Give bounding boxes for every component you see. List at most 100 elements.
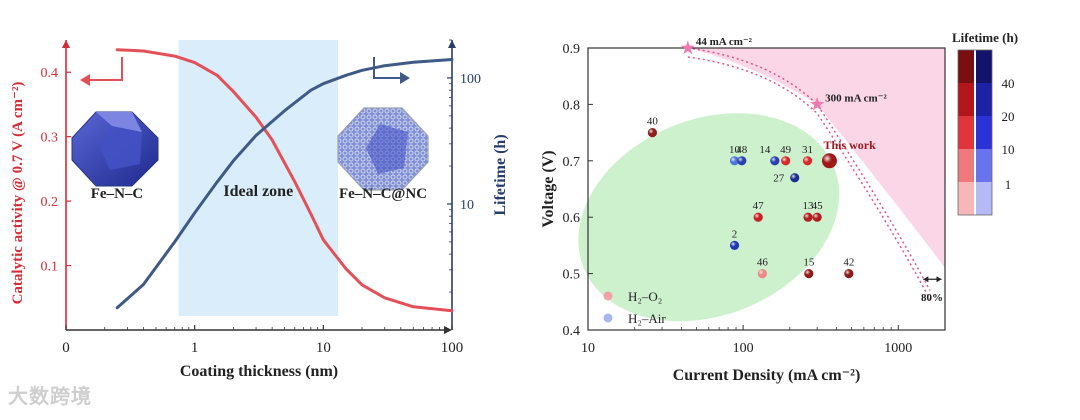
- colorbar-red-segment: [958, 116, 974, 149]
- colorbar-red-segment: [958, 83, 974, 116]
- left-axis-indicator-arrowhead: [80, 74, 90, 86]
- colorbar-blue-segment: [976, 149, 992, 182]
- left-y-tick-label: 0.3: [41, 131, 59, 146]
- x-axis-arrow: [444, 326, 452, 334]
- data-point-highlight: [737, 156, 747, 166]
- colorbar-blue-segment: [976, 182, 992, 215]
- plot-frame: [587, 47, 946, 331]
- left-y-tick-label: 0.2: [41, 195, 59, 210]
- colorbar-tick-label: 1: [1005, 177, 1012, 192]
- y-axis-title: Voltage (V): [540, 150, 557, 227]
- right-axis-indicator-arrow: [373, 57, 402, 79]
- data-point-label: 31: [802, 144, 813, 156]
- retention-arrowheads: [923, 276, 942, 283]
- x-tick-label: 1: [191, 340, 199, 356]
- y-tick-label: 0.8: [563, 98, 581, 113]
- colorbar-frame: [957, 49, 993, 216]
- data-point-label: 47: [753, 200, 765, 212]
- y-tick-label: 0.5: [563, 268, 581, 283]
- left-y-tick-label: 0.4: [41, 66, 59, 81]
- colorbar-blue-segment: [976, 83, 992, 116]
- benchmark-star-label: 44 mA cm⁻²: [696, 36, 753, 48]
- data-point-highlight: [790, 173, 800, 183]
- colorbar-tick-label: 20: [1002, 109, 1015, 124]
- colorbar-tick-label: 10: [1002, 142, 1015, 157]
- x-tick-label: 100: [733, 341, 754, 356]
- data-point-label: 49: [780, 144, 792, 156]
- x-tick-label: 10: [581, 341, 595, 356]
- colorbar-tick-label: 40: [1002, 76, 1015, 91]
- ideal-zone-label: Ideal zone: [223, 183, 293, 200]
- data-point-highlight: [844, 269, 854, 279]
- legend-marker: [603, 313, 613, 323]
- data-point-label: 46: [757, 257, 769, 269]
- left-y-axis-arrow: [62, 40, 70, 48]
- data-point-highlight: [729, 240, 740, 250]
- ideal-zone-band: [178, 40, 338, 316]
- legend-label: H₂–O₂: [628, 289, 662, 304]
- literature-region-ellipse: [578, 113, 840, 322]
- right-y-tick-label: 10: [460, 198, 474, 213]
- x-tick-label: 1000: [884, 341, 912, 356]
- coated-particle-core: [366, 124, 408, 174]
- legend-marker: [603, 291, 613, 301]
- right-axis-indicator-arrowhead: [400, 72, 410, 84]
- colorbar-blue-segment: [976, 116, 992, 149]
- data-point-highlight: [757, 269, 767, 279]
- x-tick-label: 100: [441, 340, 464, 356]
- left-y-axis-title: Catalytic activity @ 0.7 V (A cm⁻²): [10, 82, 26, 305]
- data-point-label: 2: [732, 228, 738, 240]
- catalytic-activity-line: [115, 48, 454, 313]
- data-point-label: 40: [647, 116, 659, 128]
- watermark: 大数跨境: [8, 384, 92, 408]
- x-tick-label: 10: [316, 340, 331, 356]
- fe-n-c-particle-image: [71, 111, 159, 187]
- y-tick-label: 0.4: [563, 324, 581, 339]
- retention-label: 80%: [921, 292, 943, 304]
- right-y-tick-label: 100: [460, 72, 481, 87]
- this-work-highlight: [821, 153, 837, 169]
- data-point-highlight: [803, 212, 813, 222]
- left-y-tick-label: 0.1: [41, 260, 59, 275]
- data-point-label: 10: [729, 144, 741, 156]
- data-point-highlight: [753, 212, 763, 222]
- data-point-label: 45: [812, 200, 824, 212]
- colorbar-red-segment: [958, 149, 974, 182]
- y-tick-label: 0.7: [563, 155, 581, 170]
- right-y-axis-title: Lifetime (h): [492, 134, 509, 215]
- data-point-highlight: [770, 156, 780, 166]
- colorbar-red-segment: [958, 182, 974, 215]
- data-point-highlight: [729, 156, 740, 166]
- x-axis-title: Coating thickness (nm): [180, 363, 338, 380]
- legend-label: H₂–Air: [628, 311, 666, 326]
- colorbar-blue-segment: [976, 50, 992, 83]
- data-point-label: 27: [773, 173, 785, 185]
- benchmark-star: [680, 40, 695, 55]
- octahedron-face: [100, 126, 142, 170]
- data-point-highlight: [647, 128, 657, 138]
- lifetime-line: [115, 58, 454, 310]
- data-point-label: 14: [759, 144, 771, 156]
- benchmark-star-label: 300 mA cm⁻²: [825, 92, 887, 104]
- fe-n-c-label: Fe–N–C: [91, 186, 144, 202]
- this-work-label: This work: [823, 138, 876, 152]
- left-chart: Ideal zone 0 1 10 100 0.1 0.2 0.3 0.4 10 100 Coatin…: [10, 39, 509, 380]
- fe-n-c-nc-label: Fe–N–C@NC: [339, 186, 427, 202]
- data-point-highlight: [804, 269, 814, 279]
- right-y-axis-arrow: [448, 40, 456, 48]
- octahedron-top-face: [96, 112, 142, 132]
- data-point-highlight: [781, 156, 791, 166]
- data-point-label: 15: [803, 257, 815, 269]
- left-axis-indicator-arrow: [88, 57, 123, 81]
- y-tick-label: 0.6: [563, 211, 581, 226]
- y-tick-label: 0.9: [563, 42, 581, 57]
- benchmark-star: [810, 96, 825, 111]
- colorbar-title: Lifetime (h): [952, 30, 1018, 45]
- data-point-label: 13: [803, 200, 815, 212]
- data-point-label: 42: [843, 257, 854, 269]
- high-performance-region: [687, 48, 945, 268]
- data-point-highlight: [812, 212, 822, 222]
- x-axis-title: Current Density (mA cm⁻²): [673, 367, 861, 384]
- x-tick-label: 0: [62, 340, 70, 356]
